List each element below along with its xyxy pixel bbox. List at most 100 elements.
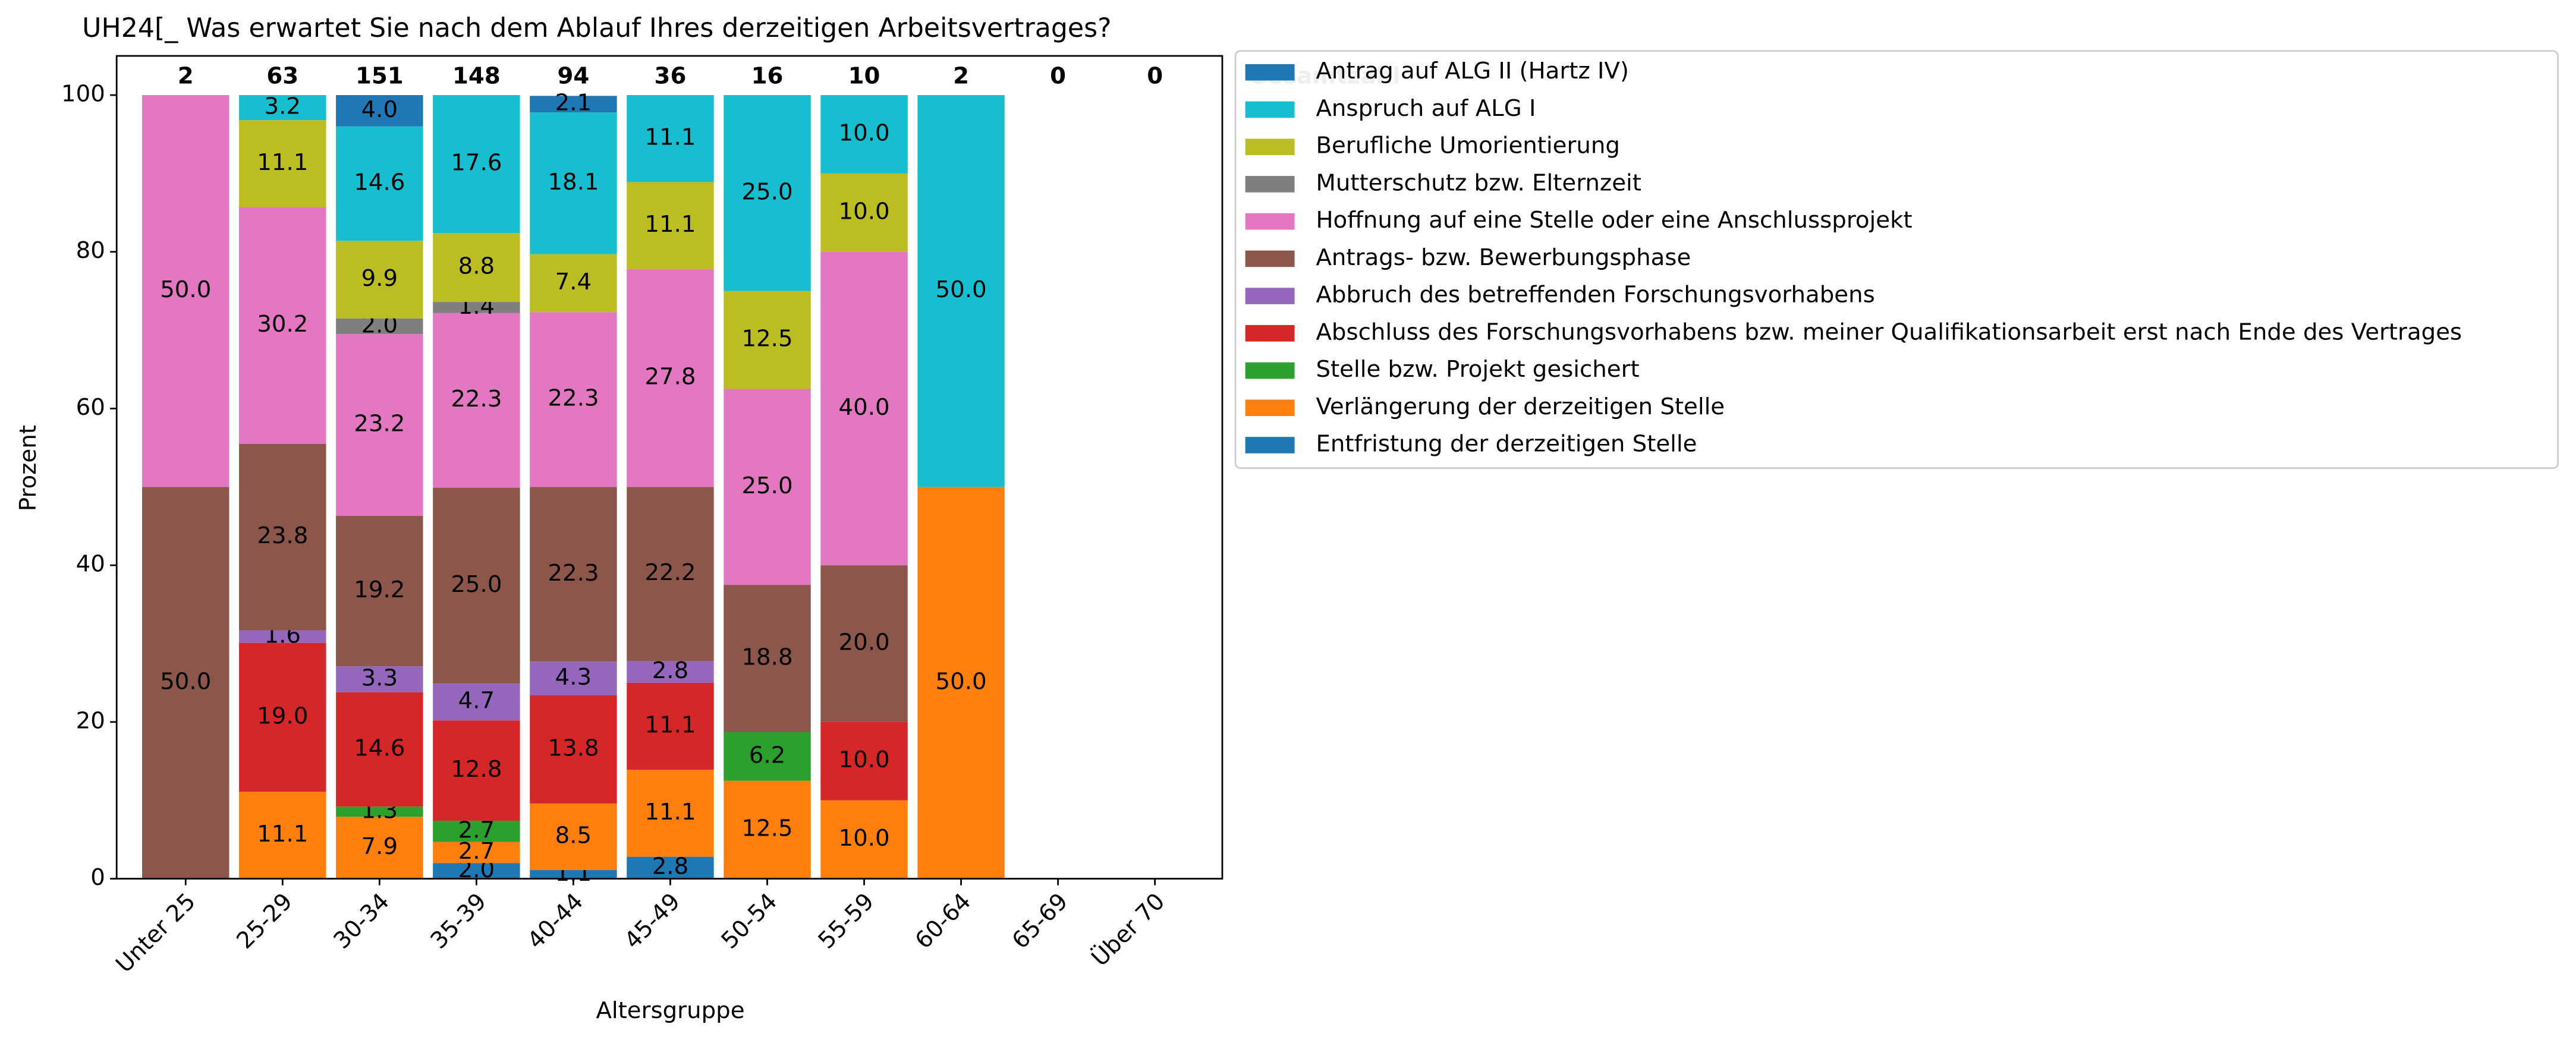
value-label: 23.8 <box>257 522 308 549</box>
bar-segment <box>530 112 617 254</box>
legend-swatch <box>1245 324 1295 342</box>
value-label: 23.2 <box>354 411 405 437</box>
bar-segment <box>142 95 229 487</box>
bar-segment <box>724 585 811 732</box>
bar-segment <box>820 173 908 252</box>
value-label: 11.1 <box>257 821 308 847</box>
value-label: 22.2 <box>644 559 696 586</box>
legend-label: Verlängerung der derzeitigen Stelle <box>1316 393 1725 420</box>
legend-swatch <box>1245 213 1295 230</box>
bar-segment <box>336 516 423 667</box>
total-label: 0 <box>1050 63 1066 90</box>
value-label: 25.0 <box>451 571 502 598</box>
legend-swatch <box>1245 101 1295 118</box>
total-label: 94 <box>558 63 590 90</box>
bar-segment <box>239 792 326 879</box>
total-label: 148 <box>452 63 501 90</box>
bar-segment <box>336 817 423 879</box>
bar-segment <box>917 95 1005 487</box>
bar-segment <box>433 720 520 821</box>
bar-segment <box>336 666 423 692</box>
bar-segment <box>724 95 811 291</box>
y-tick-label: 0 <box>90 864 105 891</box>
bar-segment <box>820 95 908 174</box>
value-label: 11.1 <box>644 124 696 151</box>
bar-segment <box>724 291 811 389</box>
bar-segment <box>530 487 617 662</box>
legend-label: Mutterschutz bzw. Elternzeit <box>1316 169 1641 196</box>
value-label: 6.2 <box>749 742 786 768</box>
legend-label: Stelle bzw. Projekt gesichert <box>1316 356 1639 383</box>
bar-segment <box>239 630 326 643</box>
chart-title: UH24[_ Was erwartet Sie nach dem Ablauf … <box>82 13 1111 43</box>
value-label: 3.2 <box>265 93 301 120</box>
y-tick-label: 40 <box>76 551 105 578</box>
bar-segment <box>433 863 520 879</box>
total-label: 2 <box>178 63 194 90</box>
legend-label: Antrags- bzw. Bewerbungsphase <box>1316 244 1691 271</box>
value-label: 22.3 <box>548 560 599 587</box>
legend-swatch <box>1245 437 1295 453</box>
bar-segment <box>627 487 714 661</box>
total-label: 16 <box>751 63 784 90</box>
axes-frame <box>115 55 1223 880</box>
bar-segment <box>627 660 714 683</box>
value-label: 12.8 <box>451 756 502 783</box>
value-label: 2.8 <box>652 657 689 684</box>
bar-segment <box>239 95 326 121</box>
bar-segment <box>433 302 520 313</box>
bar-segment <box>530 254 617 313</box>
bar-segment <box>724 780 811 879</box>
value-label: 11.1 <box>257 149 308 176</box>
bar-segment <box>336 126 423 241</box>
value-label: 30.2 <box>257 311 308 338</box>
value-label: 8.8 <box>458 253 495 280</box>
bar-segment <box>530 661 617 696</box>
value-label: 27.8 <box>644 363 696 390</box>
bar-segment <box>820 721 908 801</box>
value-label: 11.1 <box>644 712 696 739</box>
value-label: 7.9 <box>361 833 398 860</box>
legend-label: Abbruch des betreffenden Forschungsvorha… <box>1316 282 1874 308</box>
value-label: 14.6 <box>354 169 405 196</box>
legend-label: Berufliche Umorientierung <box>1316 133 1619 159</box>
bar-segment <box>336 95 423 127</box>
value-label: 13.8 <box>548 735 599 761</box>
bar-segment <box>820 565 908 722</box>
value-label: 25.0 <box>741 178 792 205</box>
bar-segment <box>433 842 520 864</box>
value-label: 40.0 <box>838 394 889 421</box>
total-label: 151 <box>356 63 404 90</box>
bar-segment <box>530 96 617 113</box>
value-label: 4.0 <box>361 96 398 123</box>
value-label: 50.0 <box>160 668 211 695</box>
bar-segment <box>530 870 617 879</box>
value-label: 19.0 <box>257 702 308 729</box>
total-label: 2 <box>953 63 969 90</box>
bar-segment <box>433 95 520 234</box>
value-label: 8.5 <box>555 822 592 849</box>
legend-label: Antrag auf ALG II (Hartz IV) <box>1316 58 1629 84</box>
bar-segment <box>820 251 908 566</box>
value-label: 22.3 <box>451 386 502 412</box>
bar-segment <box>336 692 423 807</box>
y-tick-label: 60 <box>76 394 105 421</box>
value-label: 17.6 <box>451 150 502 177</box>
y-tick-label: 20 <box>76 707 105 734</box>
x-axis-label: Altersgruppe <box>596 997 744 1024</box>
value-label: 19.2 <box>354 576 405 603</box>
value-label: 10.0 <box>838 825 889 852</box>
bar-segment <box>627 95 714 182</box>
legend-swatch <box>1245 176 1295 193</box>
legend: Antrag auf ALG II (Hartz IV) Anspruch auf… <box>1234 50 2559 469</box>
bar-segment <box>239 120 326 207</box>
total-label: 63 <box>266 63 298 90</box>
bar-segment <box>336 334 423 516</box>
value-label: 4.3 <box>555 664 592 691</box>
value-label: 2.8 <box>652 853 689 880</box>
bar-segment <box>724 732 811 781</box>
legend-box <box>1234 50 2559 469</box>
value-label: 50.0 <box>936 276 987 303</box>
legend-label: Anspruch auf ALG I <box>1316 95 1536 122</box>
